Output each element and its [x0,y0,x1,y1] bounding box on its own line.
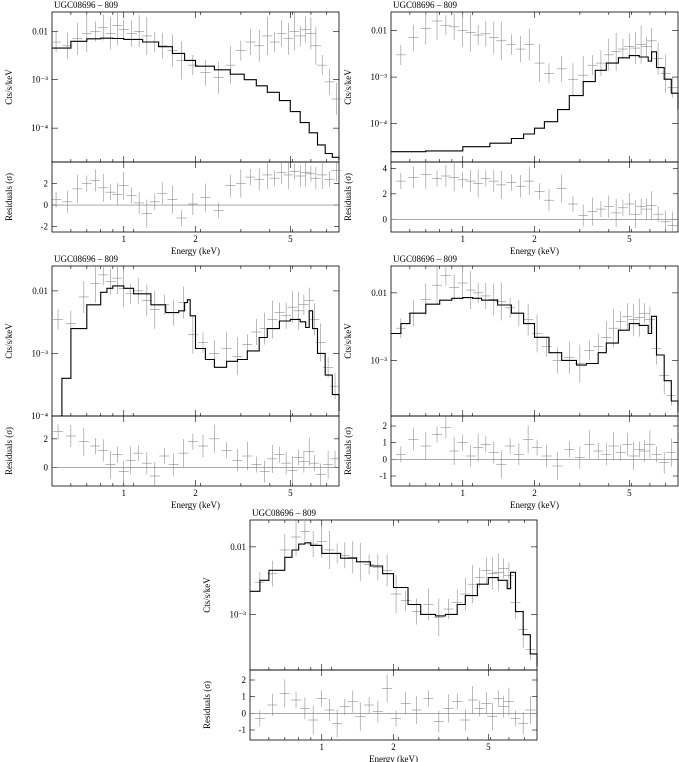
x-tick-label: 2 [193,234,198,244]
x-axis-label: Energy (keV) [510,246,559,256]
res-tick-label: 2 [383,421,388,431]
res-tick-label: -2 [41,222,49,232]
x-tick-label: 2 [532,234,537,244]
residual-frame [51,415,340,487]
x-tick-label: 5 [627,488,632,498]
y-tick-label: 0.01 [371,288,387,298]
residual-ylabel: Residuals (σ) [4,427,14,475]
spectrum-ylabel: Cts/s/keV [343,69,353,105]
y-tick-label: 10⁻⁴ [370,119,387,129]
y-tick-label: 10⁻⁴ [31,123,48,133]
res-tick-label: 4 [383,163,388,173]
res-tick-label: 0 [44,200,49,210]
res-tick-label: 2 [44,179,49,189]
spectrum-ylabel: Cts/s/keV [343,323,353,359]
panel-2: UGC08696 – 809 Cts/s/keV Residuals (σ) Ener… [343,0,679,256]
x-tick-label: 5 [627,234,632,244]
model-spectrum-line [52,37,340,160]
y-tick-label: 10⁻³ [32,348,49,358]
residual-frame [51,161,340,233]
residual-frame [390,161,679,233]
res-tick-label: 2 [242,675,247,685]
panel-5: UGC08696 – 809 Cts/s/keV Residuals (σ) Ener… [202,508,538,762]
x-axis-label: Energy (keV) [369,754,418,762]
x-tick-label: 5 [288,234,293,244]
y-tick-label: 10⁻³ [371,72,388,82]
residual-frame [249,669,538,741]
res-tick-label: -1 [239,725,247,735]
x-tick-label: 2 [193,488,198,498]
spectrum-frame [390,265,679,417]
y-tick-label: 0.01 [230,542,246,552]
y-tick-label: 0.01 [32,26,48,36]
panel-1: UGC08696 – 809 Cts/s/keV Residuals (σ) Ener… [4,0,342,256]
panel-title: UGC08696 – 809 [54,254,119,264]
y-tick-label: 0.01 [32,286,48,296]
res-tick-label: -1 [380,471,388,481]
y-tick-label: 10⁻⁴ [31,411,48,421]
residual-ylabel: Residuals (σ) [4,173,14,221]
panel-title: UGC08696 – 809 [393,0,458,10]
panel-title: UGC08696 – 809 [252,508,317,518]
spectrum-ylabel: Cts/s/keV [4,323,14,359]
res-tick-label: 0 [242,708,247,718]
model-spectrum-line [391,297,679,413]
x-axis-label: Energy (keV) [171,500,220,510]
x-tick-label: 1 [122,234,127,244]
res-tick-label: 1 [383,438,388,448]
spectrum-frame [390,11,679,163]
residual-ylabel: Residuals (σ) [343,173,353,221]
x-tick-label: 1 [320,742,325,752]
residual-ylabel: Residuals (σ) [343,427,353,475]
panel-title: UGC08696 – 809 [54,0,119,10]
panel-4: UGC08696 – 809 Cts/s/keV Residuals (σ) Ener… [343,254,679,510]
res-tick-label: 0 [383,214,388,224]
res-tick-label: 1 [242,692,247,702]
spectrum-frame [51,11,340,163]
res-tick-label: 2 [44,434,49,444]
x-axis-label: Energy (keV) [171,246,220,256]
residual-frame [390,415,679,487]
spectrum-ylabel: Cts/s/keV [4,69,14,105]
x-tick-label: 1 [461,234,466,244]
x-tick-label: 2 [391,742,396,752]
x-axis-label: Energy (keV) [510,500,559,510]
y-tick-label: 10⁻³ [32,75,49,85]
x-tick-label: 5 [288,488,293,498]
y-tick-label: 10⁻³ [230,609,247,619]
x-tick-label: 1 [461,488,466,498]
panel-title: UGC08696 – 809 [393,254,458,264]
x-tick-label: 5 [486,742,491,752]
res-tick-label: 0 [383,454,388,464]
model-spectrum-line [250,542,538,667]
residual-ylabel: Residuals (σ) [202,681,212,729]
res-tick-label: 0 [44,462,49,472]
res-tick-label: 2 [383,189,388,199]
y-tick-label: 10⁻³ [371,355,388,365]
x-tick-label: 1 [122,488,127,498]
model-spectrum-line [391,51,679,153]
x-tick-label: 2 [532,488,537,498]
y-tick-label: 0.01 [371,26,387,36]
model-spectrum-line [52,285,340,417]
spectrum-ylabel: Cts/s/keV [202,577,212,613]
spectrum-frame [249,519,538,671]
panel-3: UGC08696 – 809 Cts/s/keV Residuals (σ) Ener… [4,254,341,510]
